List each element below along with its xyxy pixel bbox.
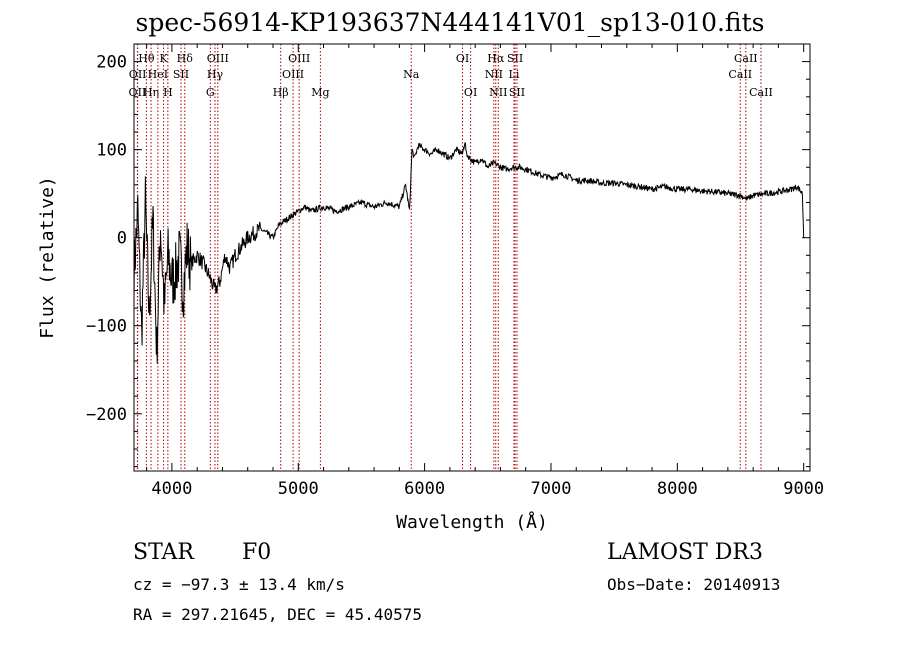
object-subclass: F0	[242, 540, 272, 565]
survey-name: LAMOST DR3	[607, 540, 763, 565]
coordinates: RA = 297.21645, DEC = 45.40575	[133, 605, 422, 624]
line-label-26: CaII	[734, 52, 758, 65]
plot-frame	[133, 43, 811, 472]
x-axis-label: Wavelength (Å)	[396, 511, 548, 533]
line-label-25: CaII	[728, 68, 752, 81]
x-tick-label: 4000	[151, 479, 192, 499]
y-tick-label: 200	[96, 53, 127, 73]
line-label-23: SII	[507, 52, 523, 65]
y-tick-label: 100	[96, 141, 127, 161]
line-label-22: Li	[509, 68, 520, 81]
x-tick-label: 5000	[278, 479, 319, 499]
y-axis-label: Flux (relative)	[37, 176, 58, 339]
line-label-11: OIII	[207, 52, 229, 65]
x-tick-label: 6000	[404, 479, 445, 499]
flux-series	[133, 141, 805, 364]
y-tick-label: −100	[86, 317, 127, 337]
y-tick-label: −200	[86, 405, 127, 425]
line-label-19: NII	[485, 68, 503, 81]
line-label-16: Na	[403, 68, 420, 81]
line-label-15: Mg	[311, 86, 329, 99]
line-label-21: NII	[489, 86, 507, 99]
line-label-7: SII	[173, 68, 189, 81]
line-label-13: OIII	[282, 68, 304, 81]
line-label-14: OIII	[288, 52, 310, 65]
object-class: STAR	[133, 540, 194, 565]
line-label-5: K	[159, 52, 168, 65]
line-label-9: G	[206, 86, 215, 99]
line-label-17: OI	[456, 52, 469, 65]
line-label-4: HeI	[148, 68, 168, 81]
x-tick-label: 7000	[530, 479, 571, 499]
spectral-lines: OIIOIIHθHηHeIKHSIIHδGHγOIIIHβOIIIOIIIMgN…	[129, 44, 773, 471]
line-label-18: OI	[464, 86, 477, 99]
axis-labels: 4000 5000 6000 7000 8000 9000 −200 −100 0 100 200 W…	[37, 53, 824, 533]
line-label-1: OII	[129, 68, 147, 81]
line-label-2: Hθ	[138, 52, 155, 65]
chart-title: spec-56914-KP193637N444141V01_sp13-010.f…	[135, 8, 765, 37]
observation-date: Obs−Date: 20140913	[607, 575, 781, 594]
line-label-8: Hδ	[177, 52, 194, 65]
flux-line	[133, 141, 805, 364]
x-tick-label: 9000	[783, 479, 824, 499]
line-label-12: Hβ	[273, 86, 289, 99]
axis-ticks	[134, 43, 810, 471]
x-tick-label: 8000	[657, 479, 698, 499]
line-label-24: SII	[509, 86, 525, 99]
line-label-0: OII	[129, 86, 147, 99]
line-label-6: H	[163, 86, 173, 99]
redshift-cz: cz = −97.3 ± 13.4 km/s	[133, 575, 345, 594]
line-label-10: Hγ	[207, 68, 224, 81]
line-label-27: CaII	[749, 86, 773, 99]
line-label-20: Hα	[487, 52, 505, 65]
y-tick-label: 0	[117, 229, 127, 249]
line-label-3: Hη	[143, 86, 159, 99]
